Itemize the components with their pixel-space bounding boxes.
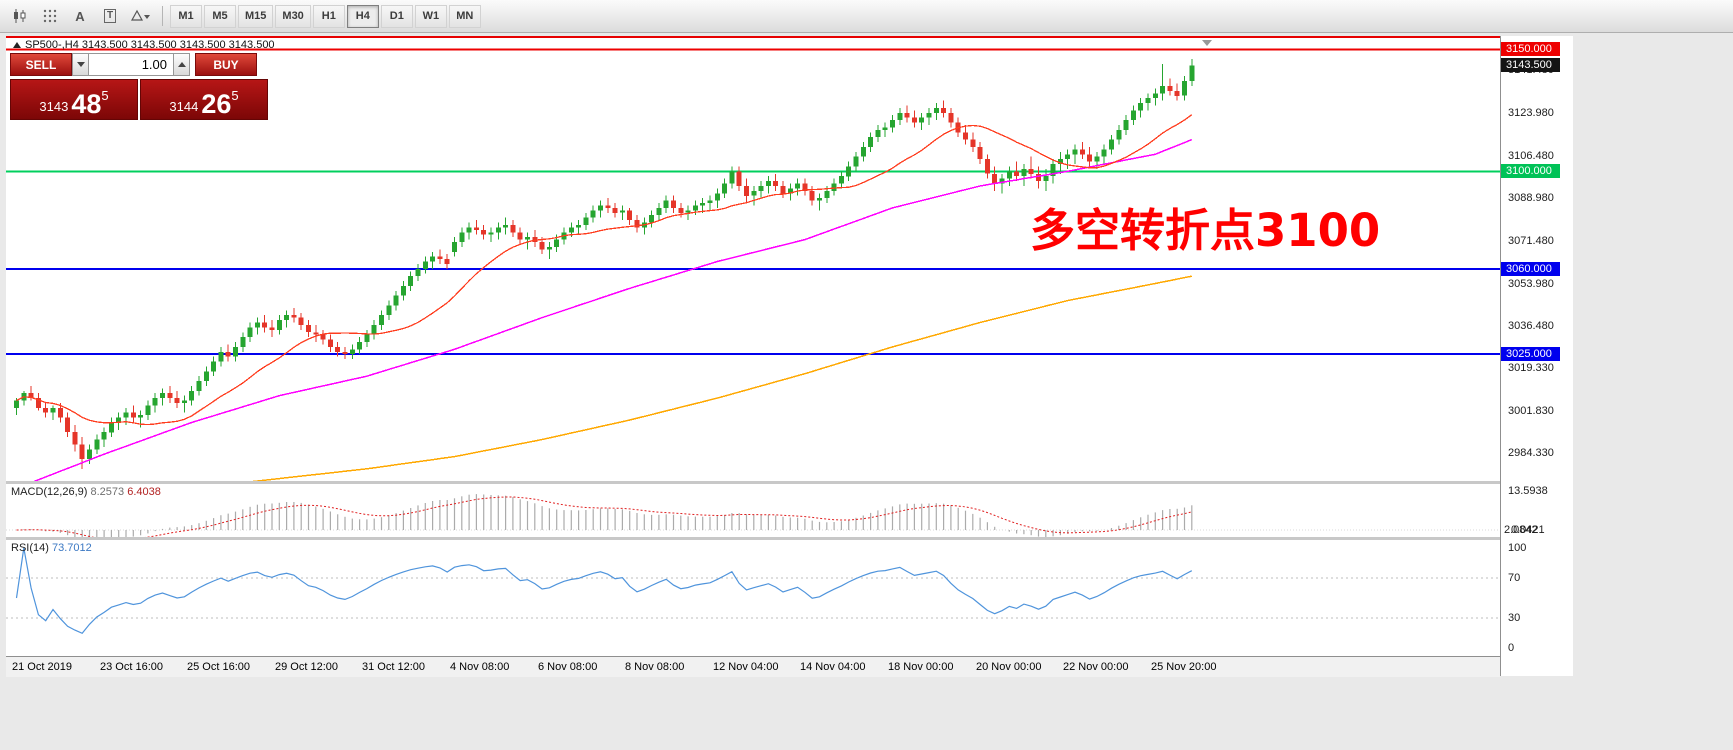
buy-button[interactable]: BUY (195, 53, 257, 76)
time-label: 23 Oct 16:00 (100, 661, 163, 673)
timeframe-mn[interactable]: MN (448, 4, 481, 28)
bid-price-main: 3143 (39, 99, 69, 114)
time-label: 14 Nov 04:00 (800, 661, 866, 673)
rsi-name: RSI(14) (11, 542, 49, 554)
ask-price-main: 3144 (169, 99, 199, 114)
sell-button[interactable]: SELL (10, 53, 72, 76)
time-label: 18 Nov 00:00 (888, 661, 954, 673)
timeframe-m15[interactable]: M15 (238, 4, 274, 28)
chart-shift-marker[interactable] (1202, 40, 1212, 46)
time-label: 8 Nov 08:00 (625, 661, 685, 673)
ask-price-box[interactable]: 3144 26 5 (140, 79, 268, 120)
rsi-axis-tick: 0 (1508, 642, 1515, 654)
macd-axis-min: 2.0842 (1504, 524, 1538, 536)
text-tool-icon[interactable]: A (75, 8, 85, 24)
annotation-text: 多空转折点3100 (1030, 204, 1381, 257)
timeframe-h1[interactable]: H1 (312, 4, 345, 28)
time-label: 25 Nov 20:00 (1151, 661, 1217, 673)
bid-price-point: 5 (101, 88, 109, 103)
price-tick: 3071.480 (1508, 235, 1554, 247)
rsi-axis-tick: 70 (1508, 572, 1521, 584)
timeframe-m1[interactable]: M1 (170, 4, 202, 28)
grid-icon[interactable] (35, 3, 65, 29)
time-label: 22 Nov 00:00 (1063, 661, 1129, 673)
price-level-badge: 3143.500 (1501, 58, 1560, 72)
volume-input[interactable] (89, 53, 173, 76)
macd-axis-max: 13.5938 (1508, 485, 1548, 497)
price-tick: 3053.980 (1508, 278, 1554, 290)
time-label: 31 Oct 12:00 (362, 661, 425, 673)
macd-signal-value: 6.4038 (127, 486, 161, 498)
candlestick-chart[interactable] (6, 36, 1500, 481)
ask-price-pips: 26 (201, 89, 232, 120)
price-level-badge: 3060.000 (1501, 262, 1560, 276)
chart-area: SP500-,H4 3143.500 3143.500 3143.500 314… (6, 36, 1573, 677)
timeframe-h4[interactable]: H4 (346, 4, 379, 28)
macd-panel[interactable]: MACD(12,26,9) 8.2573 6.4038 (6, 484, 1500, 537)
rsi-label: RSI(14) 73.7012 (11, 542, 92, 554)
chart-header-text: SP500-,H4 3143.500 3143.500 3143.500 314… (25, 39, 275, 51)
price-tick: 3019.330 (1508, 362, 1554, 374)
time-label: 4 Nov 08:00 (450, 661, 510, 673)
bid-price-pips: 48 (71, 89, 102, 120)
chevron-up-icon (177, 62, 186, 67)
symbol-marker-icon (13, 42, 21, 48)
price-axis[interactable]: 3141.4803123.9803106.4803088.9803071.480… (1500, 36, 1573, 676)
time-label: 21 Oct 2019 (12, 661, 72, 673)
time-label: 20 Nov 00:00 (976, 661, 1042, 673)
time-label: 29 Oct 12:00 (275, 661, 338, 673)
time-label: 12 Nov 04:00 (713, 661, 779, 673)
toolbar-separator (162, 6, 163, 26)
rsi-axis-tick: 100 (1508, 542, 1527, 554)
time-axis[interactable]: 21 Oct 2019 23 Oct 16:00 25 Oct 16:00 29 Oc… (6, 656, 1500, 677)
chart-type-icon[interactable] (5, 3, 35, 29)
macd-label: MACD(12,26,9) 8.2573 6.4038 (11, 486, 161, 498)
trade-panel: SELL BUY 3143 48 5 3144 26 5 (10, 53, 270, 120)
bid-price-box[interactable]: 3143 48 5 (10, 79, 138, 120)
timeframe-w1[interactable]: W1 (414, 4, 447, 28)
price-tick: 3036.480 (1508, 320, 1554, 332)
chevron-down-icon (76, 62, 85, 67)
timeframe-bar: M1 M5 M15 M30 H1 H4 D1 W1 MN (170, 4, 483, 28)
timeframe-m30[interactable]: M30 (275, 4, 311, 28)
price-tick: 2984.330 (1508, 447, 1554, 459)
trade-panel-row1: SELL BUY (10, 53, 270, 76)
time-label: 25 Oct 16:00 (187, 661, 250, 673)
textbox-tool-icon[interactable]: T (95, 3, 125, 29)
price-tick: 3001.830 (1508, 405, 1554, 417)
time-label: 6 Nov 08:00 (538, 661, 598, 673)
macd-chart[interactable] (6, 484, 1500, 537)
price-tick: 3088.980 (1508, 192, 1554, 204)
price-level-badge: 3100.000 (1501, 164, 1560, 178)
rsi-chart[interactable] (6, 540, 1500, 656)
volume-stepper[interactable] (173, 53, 190, 76)
macd-axis-min: 0.0421 (1511, 524, 1545, 536)
rsi-value: 73.7012 (51, 542, 92, 554)
rsi-axis-tick: 30 (1508, 612, 1521, 624)
timeframe-m5[interactable]: M5 (204, 4, 236, 28)
price-tick: 3106.480 (1508, 150, 1554, 162)
price-tick: 3123.980 (1508, 107, 1554, 119)
chart-header: SP500-,H4 3143.500 3143.500 3143.500 314… (13, 39, 275, 51)
volume-dropdown[interactable] (72, 53, 89, 76)
macd-name: MACD(12,26,9) (11, 486, 88, 498)
drawing-tools-icon[interactable] (125, 3, 155, 29)
timeframe-d1[interactable]: D1 (380, 4, 413, 28)
price-level-badge: 3150.000 (1501, 42, 1560, 56)
top-border-line (6, 36, 1500, 38)
macd-main-value: 8.2573 (90, 486, 125, 498)
trade-panel-row2: 3143 48 5 3144 26 5 (10, 79, 270, 120)
rsi-panel[interactable]: RSI(14) 73.7012 (6, 540, 1500, 656)
ask-price-point: 5 (231, 88, 239, 103)
price-level-badge: 3025.000 (1501, 347, 1560, 361)
